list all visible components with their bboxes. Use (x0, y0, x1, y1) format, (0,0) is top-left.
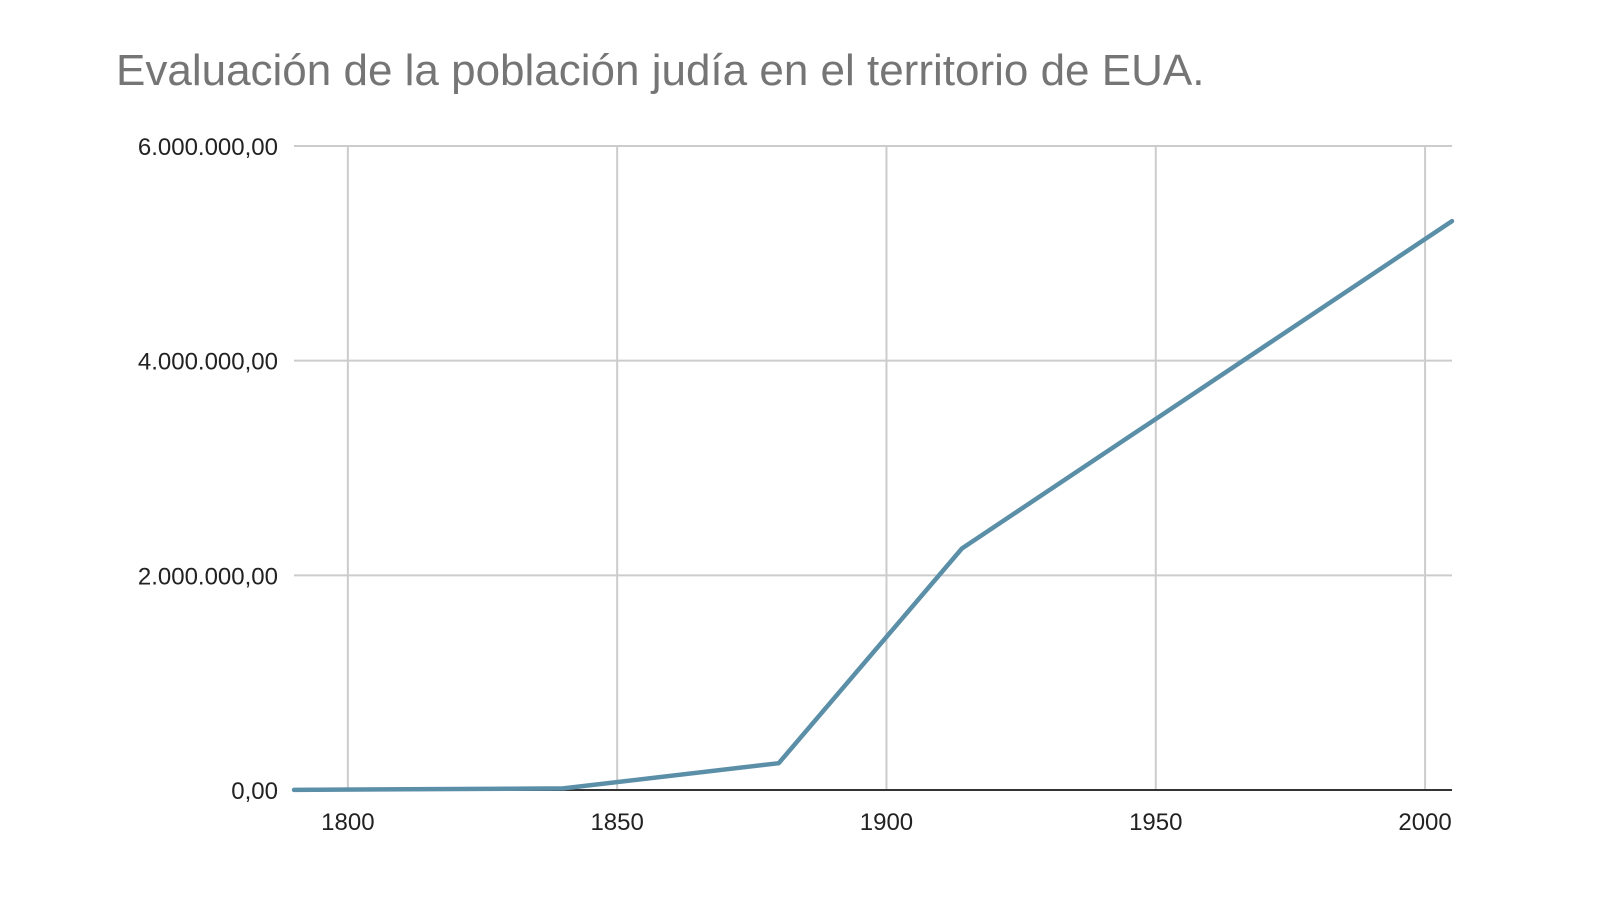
y-tick-label: 6.000.000,00 (138, 134, 278, 161)
y-tick-label: 2.000.000,00 (138, 563, 278, 590)
chart-title: Evaluación de la población judía en el t… (116, 46, 1205, 95)
y-tick-label: 4.000.000,00 (138, 349, 278, 376)
series-line (291, 218, 1455, 793)
x-tick-label: 1900 (860, 809, 913, 836)
x-tick-label: 1850 (590, 809, 643, 836)
series-layer (291, 218, 1455, 793)
y-tick-label: 0,00 (231, 778, 278, 805)
x-tick-label: 1950 (1129, 809, 1182, 836)
x-tick-label: 2000 (1398, 809, 1451, 836)
tick-labels: 0,00 2.000.000,00 4.000.000,00 6.000.000,00… (138, 134, 1452, 836)
grid (294, 145, 1452, 790)
x-tick-label: 1800 (321, 809, 374, 836)
